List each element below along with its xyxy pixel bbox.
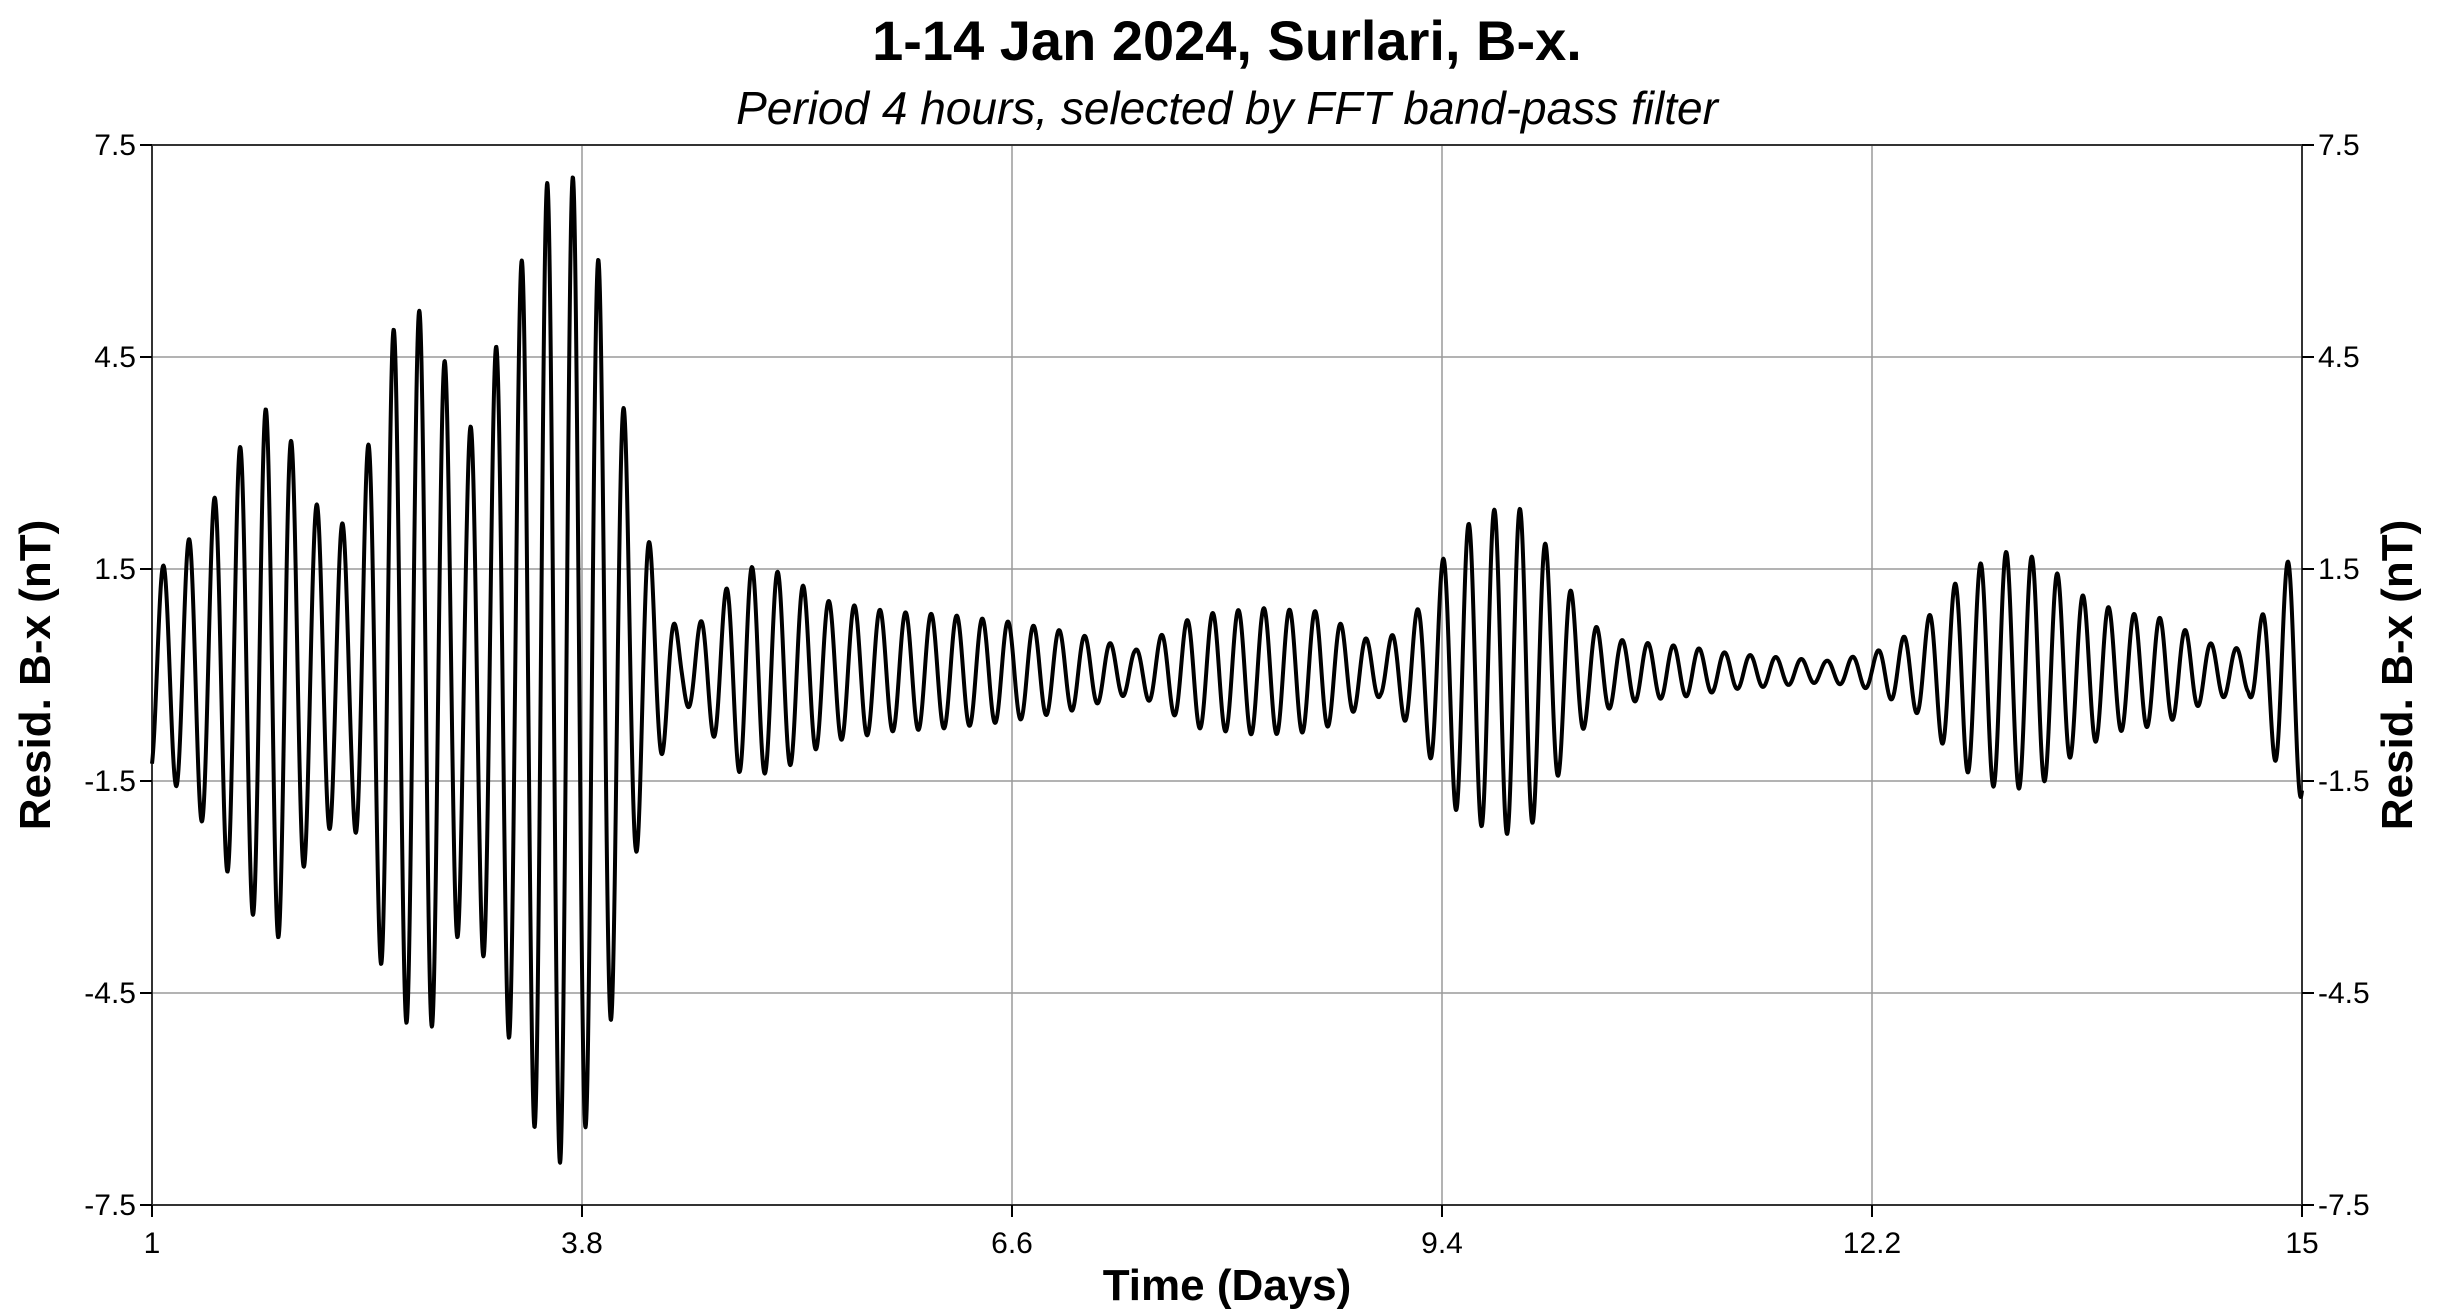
y-tick-label-right: -7.5 (2318, 1189, 2370, 1222)
y-tick-label-left: -1.5 (84, 765, 136, 798)
grid (151, 144, 2303, 1206)
y-tick-label-right: 1.5 (2318, 553, 2360, 586)
y-tick-label-right: 7.5 (2318, 129, 2360, 162)
x-tick-label: 9.4 (1421, 1227, 1463, 1260)
y-tick-label-left: 1.5 (94, 553, 136, 586)
plot-frame (151, 144, 2303, 1206)
y-tick-label-right: -1.5 (2318, 765, 2370, 798)
y-tick-label-right: 4.5 (2318, 341, 2360, 374)
y-tick-label-left: 7.5 (94, 129, 136, 162)
x-tick-label: 15 (2285, 1227, 2318, 1260)
x-axis-title: Time (Days) (1103, 1261, 1352, 1310)
y-axis-title-right: Resid. B-x (nT) (2373, 520, 2422, 830)
y-tick-label-right: -4.5 (2318, 977, 2370, 1010)
series-layer (150, 175, 2304, 1165)
series-line-0 (150, 175, 2304, 1165)
x-tick-label: 12.2 (1843, 1227, 1901, 1260)
chart-subtitle: Period 4 hours, selected by FFT band-pas… (736, 82, 1719, 134)
y-tick-label-left: -7.5 (84, 1189, 136, 1222)
y-tick-label-left: -4.5 (84, 977, 136, 1010)
axis-ticks: 1 3.8 6.6 9.4 12.2 15 7.5 7.5 4.5 4.5 1.5 1.5 -1.5 -1… (84, 129, 2369, 1260)
y-axis-title-left: Resid. B-x (nT) (11, 520, 60, 830)
x-tick-label: 1 (144, 1227, 161, 1260)
x-tick-label: 3.8 (561, 1227, 603, 1260)
y-tick-label-left: 4.5 (94, 341, 136, 374)
chart-title: 1-14 Jan 2024, Surlari, B-x. (872, 9, 1582, 72)
x-tick-label: 6.6 (991, 1227, 1033, 1260)
